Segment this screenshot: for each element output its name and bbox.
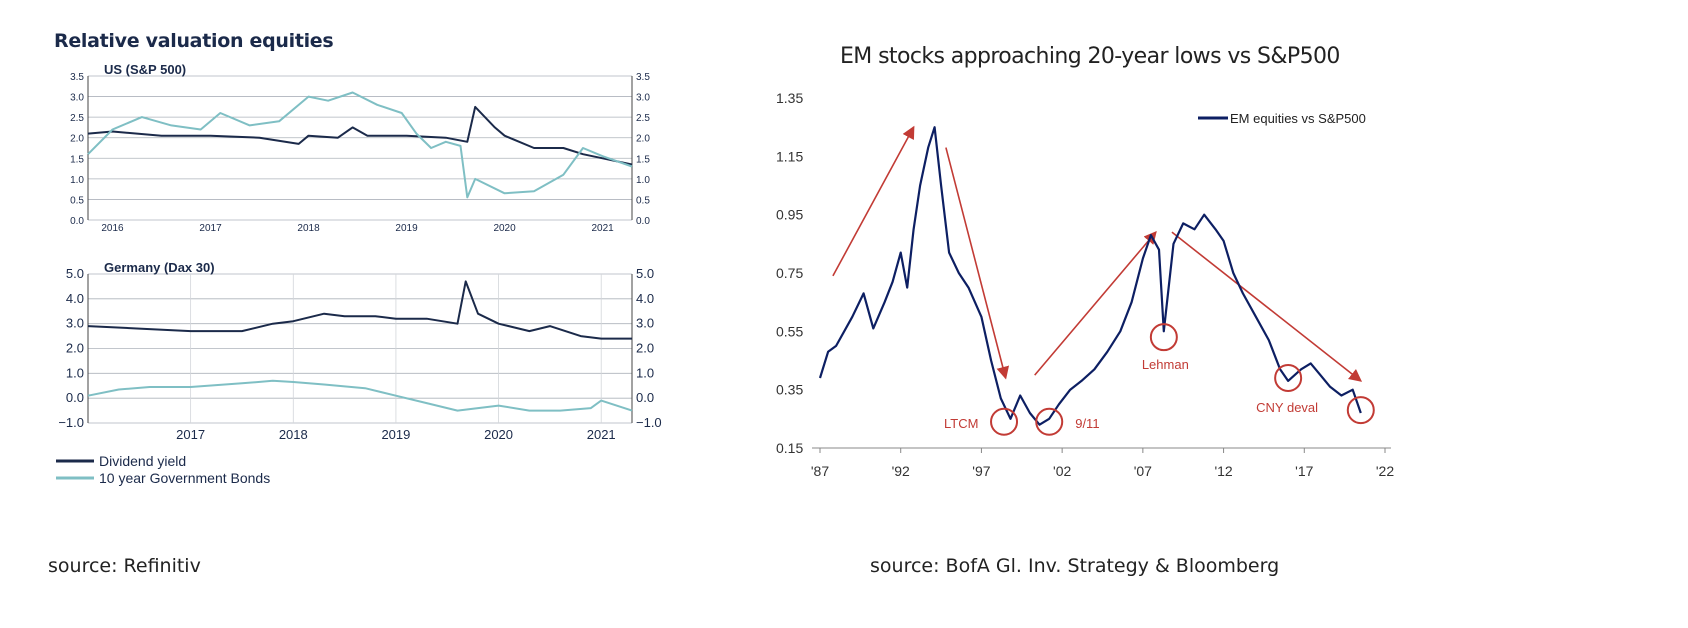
y-tick-label-right: 0.0 (636, 216, 650, 227)
y-tick-label-right: 4.0 (636, 291, 654, 306)
y-tick-label-right: 2.5 (636, 113, 650, 124)
trend-arrow (1034, 230, 1157, 376)
x-tick-label: '92 (892, 463, 910, 479)
y-tick-label-left: 0.0 (66, 390, 84, 405)
y-tick-label-left: 2.5 (70, 113, 84, 124)
series-line (87, 280, 632, 340)
series-line (87, 105, 633, 166)
y-tick-label-right: 3.0 (636, 93, 650, 104)
y-tick-label-left: 1.0 (70, 175, 84, 186)
left-chart-svg: 0.0 0.0 0.5 0.5 1.0 1.0 1.5 1.5 2.0 2.0 2.5 2.5 3.0 3… (56, 62, 662, 486)
x-tick-label: '22 (1376, 463, 1394, 479)
legend-label: 10 year Government Bonds (99, 470, 270, 486)
x-tick-label: 2017 (176, 427, 205, 442)
x-tick-label: 2018 (297, 223, 320, 234)
trend-arrow (832, 125, 915, 277)
left-chart-panel: Relative valuation equities 0.0 0.0 0.5 0.5… (0, 0, 780, 628)
annotation-circle (990, 407, 1019, 436)
x-tick-label: 2021 (587, 427, 616, 442)
y-tick-label-left: 2.0 (70, 134, 84, 145)
right-chart-panel: EM stocks approaching 20-year lows vs S&… (776, 0, 1680, 628)
y-tick-label-left: 3.5 (70, 72, 84, 83)
series-line (87, 91, 633, 199)
x-tick-label: '87 (811, 463, 829, 479)
y-tick-label: 0.75 (776, 265, 803, 281)
y-tick-label-right: 2.0 (636, 134, 650, 145)
y-tick-label-right: −1.0 (636, 415, 662, 430)
y-tick-label-left: 1.0 (66, 365, 84, 380)
annotation-label: CNY deval (1256, 400, 1318, 415)
y-tick-label-left: 3.0 (66, 316, 84, 331)
trend-arrow (945, 147, 1010, 380)
series-line (87, 379, 633, 412)
legend-label: EM equities vs S&P500 (1230, 111, 1366, 126)
y-tick-label: 1.15 (776, 148, 803, 164)
y-tick-label-left: 3.0 (70, 93, 84, 104)
x-tick-label: '17 (1295, 463, 1313, 479)
y-tick-label-left: 0.0 (70, 216, 84, 227)
y-tick-label-left: −1.0 (58, 415, 84, 430)
y-tick-label-left: 5.0 (66, 266, 84, 281)
x-tick-label: '12 (1214, 463, 1232, 479)
y-tick-label: 0.35 (776, 382, 803, 398)
y-tick-label-left: 1.5 (70, 154, 84, 165)
annotation-label: 9/11 (1075, 416, 1099, 431)
y-tick-label-right: 3.0 (636, 316, 654, 331)
annotation-circle (1149, 323, 1178, 352)
annotation-label: Lehman (1142, 357, 1189, 372)
x-tick-label: 2021 (591, 223, 614, 234)
x-tick-label: 2018 (279, 427, 308, 442)
x-tick-label: 2019 (395, 223, 418, 234)
x-tick-label: 2020 (484, 427, 513, 442)
y-tick-label-right: 1.0 (636, 365, 654, 380)
y-tick-label-right: 3.5 (636, 72, 650, 83)
y-tick-label: 0.95 (776, 207, 803, 223)
right-chart-svg: 1.35 1.15 0.95 0.75 0.55 0.35 0.15 '87 '92 '97 '02… (776, 90, 1394, 479)
y-tick-label-right: 1.5 (636, 154, 650, 165)
annotation-circle (1035, 407, 1064, 436)
annotation-label: LTCM (944, 416, 978, 431)
annotation-circle (1346, 396, 1375, 425)
legend-label: Dividend yield (99, 453, 186, 469)
subchart-title: US (S&P 500) (104, 62, 186, 77)
x-tick-label: 2019 (381, 427, 410, 442)
right-source-note: source: BofA Gl. Inv. Strategy & Bloombe… (870, 555, 1280, 577)
y-tick-label-right: 2.0 (636, 341, 654, 356)
y-tick-label: 0.55 (776, 323, 803, 339)
x-tick-label: '97 (972, 463, 990, 479)
y-tick-label-left: 0.5 (70, 195, 84, 206)
right-chart-title: EM stocks approaching 20-year lows vs S&… (840, 44, 1340, 69)
x-tick-label: '07 (1134, 463, 1152, 479)
trend-arrow (1171, 231, 1363, 382)
y-tick-label-left: 4.0 (66, 291, 84, 306)
left-chart-title: Relative valuation equities (54, 30, 334, 52)
y-tick-label-left: 2.0 (66, 341, 84, 356)
y-tick-label-right: 5.0 (636, 266, 654, 281)
x-tick-label: 2017 (199, 223, 222, 234)
x-tick-label: 2020 (493, 223, 516, 234)
x-tick-label: 2016 (101, 223, 124, 234)
y-tick-label: 1.35 (776, 90, 803, 106)
left-source-note: source: Refinitiv (48, 555, 201, 577)
y-tick-label-right: 1.0 (636, 175, 650, 186)
subchart-title: Germany (Dax 30) (104, 260, 215, 275)
x-tick-label: '02 (1053, 463, 1071, 479)
y-tick-label-right: 0.5 (636, 195, 650, 206)
series-line (818, 126, 1362, 426)
y-tick-label: 0.15 (776, 440, 803, 456)
annotation-circle (1274, 364, 1303, 392)
y-tick-label-right: 0.0 (636, 390, 654, 405)
